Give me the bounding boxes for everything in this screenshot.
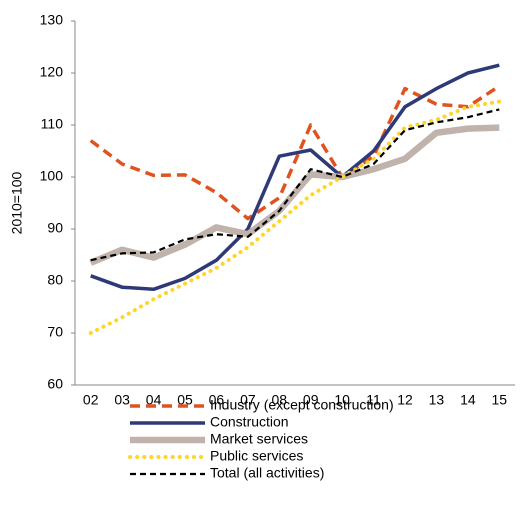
x-tick-label: 10 (334, 392, 350, 408)
x-tick-label: 13 (429, 392, 445, 408)
x-tick-label: 14 (460, 392, 476, 408)
x-tick-label: 04 (146, 392, 162, 408)
y-tick-label: 120 (40, 64, 64, 80)
y-axis-label: 2010=100 (9, 171, 25, 234)
y-tick-label: 110 (41, 116, 64, 132)
y-tick-label: 60 (47, 376, 63, 392)
legend-label: Industry (except construction) (210, 397, 394, 413)
x-tick-label: 02 (83, 392, 99, 408)
x-tick-label: 08 (271, 392, 287, 408)
series-line (90, 108, 500, 262)
x-tick-label: 06 (209, 392, 225, 408)
y-tick-label: 130 (40, 12, 64, 28)
y-tick-label: 80 (47, 272, 63, 288)
y-tick-label: 100 (40, 168, 64, 184)
x-tick-label: 09 (303, 392, 319, 408)
x-tick-label: 15 (491, 392, 507, 408)
x-tick-label: 03 (114, 392, 130, 408)
legend-label: Public services (210, 448, 303, 464)
legend-label: Market services (210, 431, 308, 447)
legend-label: Total (all activities) (210, 465, 324, 481)
series-line (89, 124, 500, 266)
series-line (89, 84, 501, 221)
y-tick-label: 70 (47, 324, 63, 340)
legend-label: Construction (210, 414, 289, 430)
series-line (88, 99, 502, 335)
x-tick-label: 11 (366, 392, 381, 408)
x-tick-label: 05 (177, 392, 193, 408)
y-tick-label: 90 (47, 220, 63, 236)
series-line (90, 63, 500, 292)
x-tick-label: 12 (397, 392, 413, 408)
x-tick-label: 07 (240, 392, 256, 408)
